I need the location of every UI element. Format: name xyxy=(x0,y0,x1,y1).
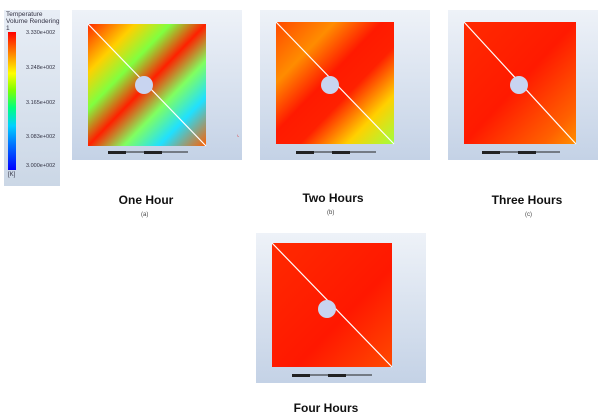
legend-title: Temperature Volume Rendering 1 xyxy=(6,11,60,32)
temperature-legend: Temperature Volume Rendering 1 3.330e+00… xyxy=(4,10,60,186)
caption-two-hours: Two Hours xyxy=(302,191,364,205)
sub-label-b: (b) xyxy=(327,210,335,216)
contour-plot-one-hour: ⌞ xyxy=(87,23,240,154)
contour-plot-three-hours xyxy=(463,21,577,154)
contour-plot-two-hours xyxy=(275,21,395,154)
legend-unit: [K] xyxy=(8,172,16,178)
legend-tick-max: 3.330e+002 xyxy=(26,30,56,36)
contour-plot-four-hours xyxy=(271,242,393,377)
legend-tick-4: 3.083e+002 xyxy=(26,134,56,140)
svg-text:⌞: ⌞ xyxy=(237,132,240,138)
legend-title-line2: Volume Rendering 1 xyxy=(6,18,60,32)
legend-title-line1: Temperature xyxy=(6,11,43,18)
panel-two-hours xyxy=(260,10,430,160)
panel-four-hours xyxy=(256,233,426,383)
sub-label-a: (a) xyxy=(141,212,149,218)
caption-three-hours: Three Hours xyxy=(491,193,563,207)
caption-one-hour: One Hour xyxy=(118,193,174,207)
panel-one-hour: ⌞ xyxy=(72,10,242,160)
legend-tick-min: 3.000e+002 xyxy=(26,163,56,169)
sub-label-c: (c) xyxy=(525,212,532,218)
legend-tick-2: 3.248e+002 xyxy=(26,65,56,71)
panel-three-hours xyxy=(448,10,598,160)
caption-four-hours: Four Hours xyxy=(293,401,359,415)
legend-tick-3: 3.165e+002 xyxy=(26,100,56,106)
legend-colorbar xyxy=(8,32,16,170)
